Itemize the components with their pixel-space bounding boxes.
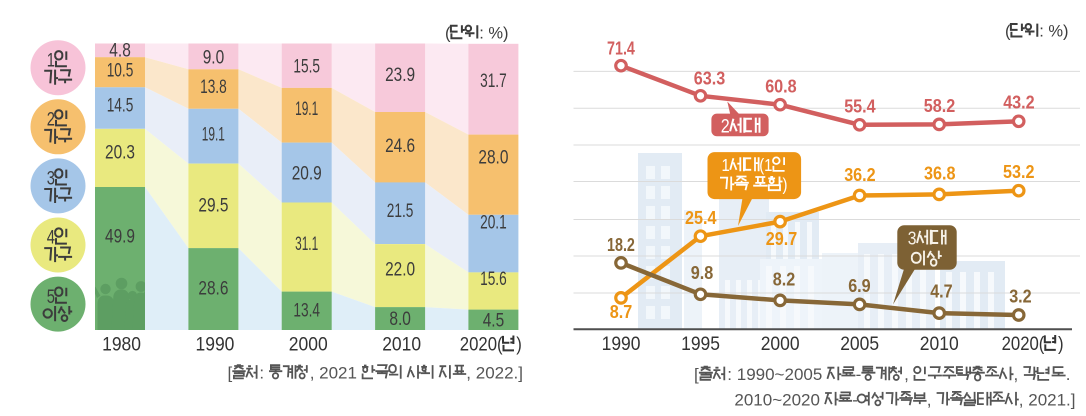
svg-text:15.6: 15.6	[480, 269, 507, 290]
svg-text:: %): : %)	[479, 24, 508, 42]
svg-text:1980: 1980	[102, 335, 141, 356]
svg-text:2010: 2010	[382, 335, 421, 356]
svg-text:8.0: 8.0	[389, 309, 411, 330]
svg-text:49.9: 49.9	[105, 226, 135, 247]
svg-text:): )	[783, 174, 788, 194]
svg-text:[: [	[228, 364, 233, 383]
svg-text:2020(: 2020(	[1002, 334, 1045, 355]
svg-text:): )	[516, 335, 522, 356]
svg-text:6.9: 6.9	[848, 276, 871, 296]
svg-text:31.7: 31.7	[480, 71, 507, 92]
svg-text:2020(: 2020(	[460, 335, 503, 356]
svg-text:, 2022.]: , 2022.]	[466, 364, 523, 383]
svg-text:3: 3	[47, 169, 55, 190]
svg-text:22.0: 22.0	[385, 260, 415, 281]
svg-text:,: ,	[1014, 365, 1019, 384]
svg-text:36.8: 36.8	[924, 163, 956, 183]
svg-text:, 2021.]: , 2021.]	[1019, 390, 1076, 409]
svg-text:19.1: 19.1	[295, 99, 318, 120]
svg-text:15.5: 15.5	[293, 56, 320, 77]
svg-text:53.2: 53.2	[1003, 162, 1035, 182]
svg-text:2: 2	[721, 117, 730, 138]
svg-text:25.4: 25.4	[685, 208, 717, 228]
svg-text:2: 2	[47, 110, 55, 131]
svg-text:: 1990~2005: : 1990~2005	[727, 365, 822, 384]
svg-text:43.2: 43.2	[1003, 92, 1034, 112]
svg-text:28.6: 28.6	[198, 279, 228, 300]
svg-text:5: 5	[47, 287, 55, 308]
svg-text:55.4: 55.4	[844, 97, 876, 117]
svg-text:19.1: 19.1	[202, 125, 225, 146]
svg-text:): )	[1058, 334, 1064, 355]
svg-text:58.2: 58.2	[924, 96, 956, 116]
svg-text:13.8: 13.8	[200, 77, 227, 98]
svg-text:28.0: 28.0	[478, 147, 508, 168]
svg-text:1995: 1995	[681, 334, 720, 355]
svg-text:20.9: 20.9	[292, 164, 322, 185]
svg-text:-: -	[856, 365, 862, 384]
svg-text:4.7: 4.7	[930, 281, 953, 301]
svg-text:3.2: 3.2	[1009, 286, 1031, 306]
svg-text:-: -	[852, 390, 858, 409]
svg-text:29.5: 29.5	[198, 196, 228, 217]
svg-text:4.5: 4.5	[483, 311, 505, 332]
svg-text:,: ,	[927, 390, 932, 409]
svg-text:2000: 2000	[289, 335, 328, 356]
svg-text:29.7: 29.7	[766, 229, 798, 249]
svg-text:8.2: 8.2	[773, 269, 796, 289]
svg-text:2010: 2010	[920, 334, 959, 355]
svg-text:, 2021: , 2021	[310, 364, 357, 383]
svg-text::: :	[259, 364, 264, 383]
svg-text:4: 4	[47, 228, 56, 249]
svg-text:36.2: 36.2	[844, 165, 876, 185]
svg-text:14.5: 14.5	[107, 96, 134, 117]
svg-text:23.9: 23.9	[385, 65, 415, 86]
svg-text:,: ,	[904, 365, 909, 384]
svg-text:24.6: 24.6	[385, 136, 415, 157]
svg-text:60.8: 60.8	[765, 77, 797, 97]
svg-text:1990: 1990	[602, 334, 641, 355]
svg-text:20.1: 20.1	[480, 212, 507, 233]
svg-text:1: 1	[722, 155, 730, 175]
svg-text:1: 1	[47, 50, 55, 71]
svg-text:[: [	[694, 365, 699, 384]
svg-text:(: (	[1005, 23, 1011, 41]
svg-text:4.8: 4.8	[109, 40, 131, 61]
svg-text:18.2: 18.2	[607, 235, 635, 255]
svg-text:(: (	[445, 24, 451, 42]
svg-text:20.3: 20.3	[105, 143, 135, 164]
svg-text:9.0: 9.0	[203, 47, 225, 68]
svg-text:63.3: 63.3	[694, 69, 726, 89]
svg-text:: %): : %)	[1039, 23, 1068, 41]
svg-text:2005: 2005	[840, 334, 879, 355]
svg-text:1990: 1990	[196, 335, 235, 356]
svg-text:2000: 2000	[761, 334, 800, 355]
svg-text:31.1: 31.1	[295, 234, 318, 255]
svg-text:8.7: 8.7	[610, 302, 633, 322]
svg-text:2010~2020: 2010~2020	[734, 390, 820, 409]
svg-text:(1: (1	[759, 155, 772, 175]
svg-text:21.5: 21.5	[387, 201, 414, 222]
svg-text:3: 3	[908, 227, 917, 248]
svg-text:10.5: 10.5	[107, 60, 134, 81]
svg-text:13.4: 13.4	[293, 300, 320, 321]
svg-text:.: .	[1066, 365, 1071, 384]
svg-text:9.8: 9.8	[691, 263, 714, 283]
svg-text:71.4: 71.4	[607, 39, 635, 59]
